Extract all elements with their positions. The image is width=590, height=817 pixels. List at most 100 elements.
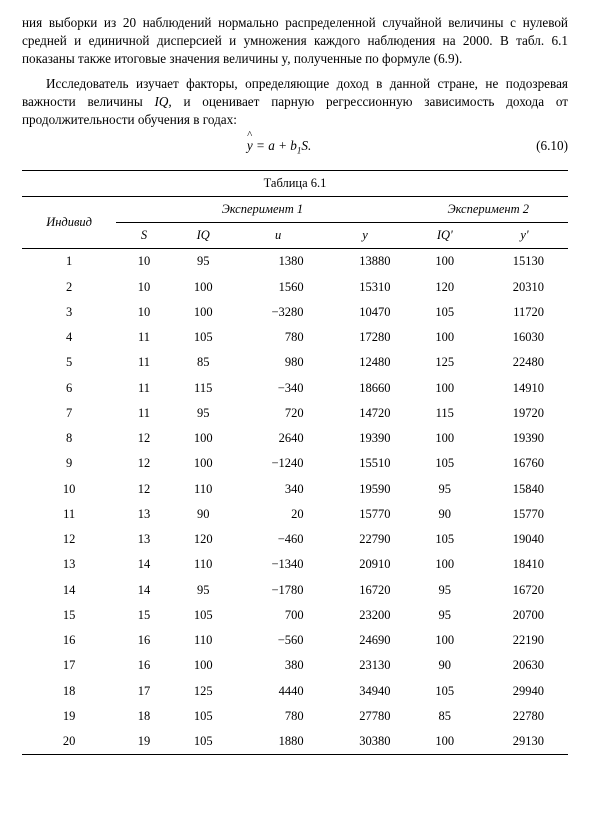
- col-header-y: y: [322, 223, 409, 249]
- cell-idx: 9: [22, 451, 116, 476]
- cell-iq2: 100: [409, 249, 481, 275]
- cell-idx: 16: [22, 628, 116, 653]
- table-row: 1616110−5602469010022190: [22, 628, 568, 653]
- cell-idx: 7: [22, 401, 116, 426]
- equation-yhat: y: [247, 137, 253, 155]
- table-row: 181712544403494010529940: [22, 679, 568, 704]
- data-table: Таблица 6.1 Индивид Эксперимент 1 Экспер…: [22, 170, 568, 756]
- cell-s: 16: [116, 653, 172, 678]
- cell-y2: 20310: [481, 275, 568, 300]
- table-row: 11139020157709015770: [22, 502, 568, 527]
- col-header-exp2: Эксперимент 2: [409, 196, 568, 222]
- equation-rhs: = a + b: [253, 138, 297, 153]
- cell-idx: 3: [22, 300, 116, 325]
- cell-s: 12: [116, 477, 172, 502]
- cell-y2: 29940: [481, 679, 568, 704]
- cell-iq2: 120: [409, 275, 481, 300]
- cell-iq2: 100: [409, 376, 481, 401]
- cell-iq2: 105: [409, 527, 481, 552]
- cell-u: 700: [235, 603, 322, 628]
- table-row: 1314110−13402091010018410: [22, 552, 568, 577]
- cell-idx: 11: [22, 502, 116, 527]
- col-header-exp1: Эксперимент 1: [116, 196, 408, 222]
- cell-u: −1340: [235, 552, 322, 577]
- cell-iq: 115: [172, 376, 235, 401]
- cell-iq2: 115: [409, 401, 481, 426]
- cell-u: 1560: [235, 275, 322, 300]
- cell-idx: 6: [22, 376, 116, 401]
- cell-u: 20: [235, 502, 322, 527]
- cell-y: 17280: [322, 325, 409, 350]
- cell-y2: 20630: [481, 653, 568, 678]
- col-header-y2: y': [481, 223, 568, 249]
- table-row: 1109513801388010015130: [22, 249, 568, 275]
- cell-s: 18: [116, 704, 172, 729]
- cell-y2: 14910: [481, 376, 568, 401]
- cell-iq2: 95: [409, 603, 481, 628]
- cell-s: 16: [116, 628, 172, 653]
- cell-u: −1240: [235, 451, 322, 476]
- cell-s: 11: [116, 376, 172, 401]
- cell-y2: 16720: [481, 578, 568, 603]
- paragraph-1: ния выборки из 20 наблюдений нормально р…: [22, 14, 568, 69]
- cell-y: 20910: [322, 552, 409, 577]
- cell-y2: 19040: [481, 527, 568, 552]
- cell-u: −340: [235, 376, 322, 401]
- table-row: 1213120−4602279010519040: [22, 527, 568, 552]
- cell-idx: 17: [22, 653, 116, 678]
- cell-y: 27780: [322, 704, 409, 729]
- cell-s: 10: [116, 275, 172, 300]
- cell-idx: 19: [22, 704, 116, 729]
- cell-y: 19390: [322, 426, 409, 451]
- cell-iq2: 85: [409, 704, 481, 729]
- cell-iq: 95: [172, 401, 235, 426]
- equation-tail: S.: [301, 138, 311, 153]
- cell-y: 14720: [322, 401, 409, 426]
- cell-iq: 100: [172, 300, 235, 325]
- table-row: 1716100380231309020630: [22, 653, 568, 678]
- table-row: 711957201472011519720: [22, 401, 568, 426]
- cell-idx: 10: [22, 477, 116, 502]
- cell-y2: 19720: [481, 401, 568, 426]
- table-row: 1515105700232009520700: [22, 603, 568, 628]
- cell-idx: 2: [22, 275, 116, 300]
- cell-iq2: 125: [409, 350, 481, 375]
- cell-y2: 29130: [481, 729, 568, 755]
- cell-iq: 90: [172, 502, 235, 527]
- cell-iq2: 105: [409, 300, 481, 325]
- table-row: 611115−3401866010014910: [22, 376, 568, 401]
- cell-iq: 100: [172, 451, 235, 476]
- cell-y: 15770: [322, 502, 409, 527]
- cell-s: 12: [116, 426, 172, 451]
- col-header-iq2: IQ': [409, 223, 481, 249]
- cell-u: −460: [235, 527, 322, 552]
- cell-s: 10: [116, 300, 172, 325]
- cell-u: 1380: [235, 249, 322, 275]
- cell-y2: 20700: [481, 603, 568, 628]
- cell-y2: 18410: [481, 552, 568, 577]
- cell-iq: 105: [172, 325, 235, 350]
- cell-s: 15: [116, 603, 172, 628]
- cell-s: 14: [116, 552, 172, 577]
- equation-number: (6.10): [311, 137, 568, 155]
- cell-u: 380: [235, 653, 322, 678]
- page: ния выборки из 20 наблюдений нормально р…: [0, 0, 590, 817]
- cell-u: −1780: [235, 578, 322, 603]
- cell-iq: 85: [172, 350, 235, 375]
- cell-u: 780: [235, 704, 322, 729]
- table-row: 310100−32801047010511720: [22, 300, 568, 325]
- cell-y: 15310: [322, 275, 409, 300]
- cell-iq: 105: [172, 729, 235, 755]
- cell-s: 11: [116, 350, 172, 375]
- col-header-u: u: [235, 223, 322, 249]
- table-row: 511859801248012522480: [22, 350, 568, 375]
- cell-s: 14: [116, 578, 172, 603]
- cell-iq2: 95: [409, 477, 481, 502]
- table-row: 81210026401939010019390: [22, 426, 568, 451]
- cell-iq: 100: [172, 653, 235, 678]
- cell-idx: 15: [22, 603, 116, 628]
- cell-y: 16720: [322, 578, 409, 603]
- cell-y2: 22780: [481, 704, 568, 729]
- cell-iq: 95: [172, 578, 235, 603]
- cell-y: 15510: [322, 451, 409, 476]
